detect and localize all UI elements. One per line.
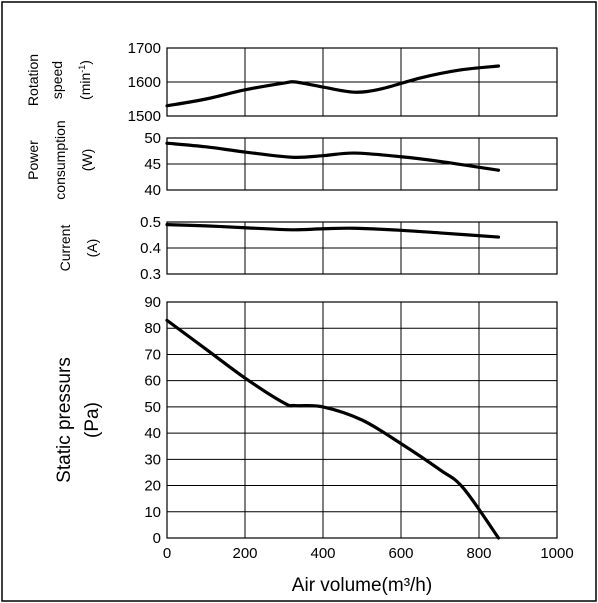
y-axis-label-line: (W)	[79, 149, 95, 172]
y-axis-label-line: Current	[57, 225, 73, 272]
y-tick-label: 1700	[128, 40, 161, 57]
y-tick-label: 90	[144, 294, 161, 311]
x-tick-label: 800	[466, 545, 491, 562]
x-tick-label: 200	[232, 545, 257, 562]
y-axis-label-line: (Pa)	[82, 402, 103, 438]
y-tick-label: 1500	[128, 108, 161, 125]
y-tick-label: 80	[144, 320, 161, 337]
y-tick-label: 0.4	[140, 240, 161, 257]
x-tick-label: 400	[310, 545, 335, 562]
x-tick-label: 600	[388, 545, 413, 562]
plot-frame	[166, 301, 558, 539]
plot-frame	[166, 47, 558, 117]
y-tick-label: 0.3	[140, 266, 161, 283]
chart-panel-2: 40 45 50 Power consumption (W)	[25, 120, 558, 200]
plot-frame	[166, 137, 558, 191]
y-tick-label: 70	[144, 346, 161, 363]
x-axis-label: Air volume(m³/h)	[292, 575, 432, 596]
x-tick-label: 0	[163, 545, 171, 562]
series-line	[165, 64, 501, 108]
series-line	[165, 223, 501, 239]
y-tick-label: 40	[144, 425, 161, 442]
y-tick-label: 40	[144, 182, 161, 199]
y-axis-label-line: (min-1)	[77, 60, 93, 100]
plot-frame	[166, 221, 558, 275]
series-line	[165, 318, 501, 540]
y-axis-label-line: consumption	[52, 120, 68, 199]
y-tick-label: 50	[144, 399, 161, 416]
y-tick-label: 50	[144, 130, 161, 147]
y-axis-label-line: Rotation	[25, 54, 41, 106]
y-tick-label: 10	[144, 504, 161, 521]
y-tick-label: 0	[153, 530, 161, 547]
y-axis-label-line: speed	[49, 61, 65, 99]
x-tick-label: 1000	[540, 545, 573, 562]
superscript-text: -1	[77, 65, 87, 73]
y-axis-label-line: (A)	[84, 239, 100, 258]
y-tick-label: 0.5	[140, 214, 161, 231]
y-axis-label-line: Static pressurs	[54, 357, 75, 483]
y-tick-label: 45	[144, 156, 161, 173]
chart-panel-3: 0.3 0.4 0.5 Current (A)	[57, 214, 558, 283]
chart-panel-1: 1500 1600 1700 Rotation speed (min-1)	[25, 40, 558, 125]
chart-panel-4: 0 10 20 30 40 50 60 70 80 90 0 200 400 600 800 1000 Air …	[54, 294, 574, 596]
y-tick-label: 60	[144, 373, 161, 390]
y-tick-label: 20	[144, 478, 161, 495]
series-line	[165, 141, 501, 172]
y-tick-label: 30	[144, 451, 161, 468]
y-axis-label-line: Power	[25, 140, 41, 180]
y-tick-label: 1600	[128, 74, 161, 91]
